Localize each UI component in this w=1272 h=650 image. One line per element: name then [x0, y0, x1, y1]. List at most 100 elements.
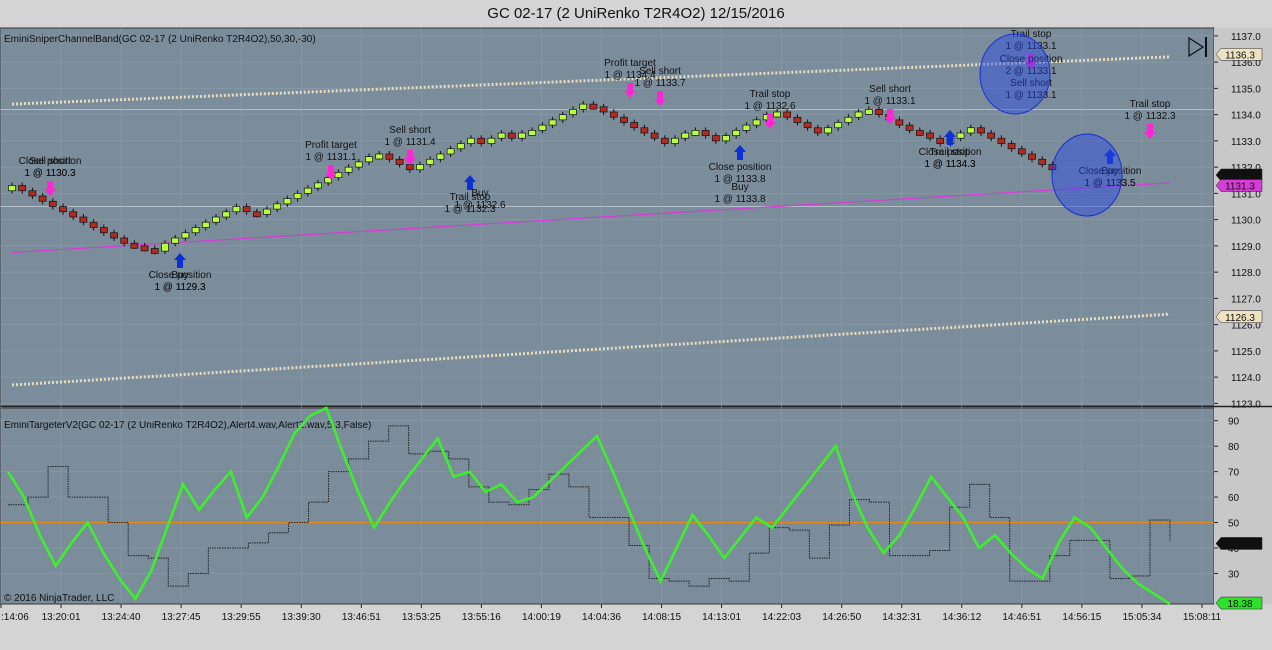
renko-bar [1007, 143, 1016, 150]
signal-value: 1 @ 1133.1 [864, 96, 916, 107]
price-tick-label: 1131.0 [1231, 189, 1261, 200]
upper-band-badge-text: 1136.3 [1225, 50, 1255, 61]
renko-bar [977, 127, 985, 134]
time-tick-label: 15:08:11 [1183, 612, 1222, 623]
play-pause-icon[interactable] [1188, 36, 1207, 58]
signal-value: 1 @ 1134.3 [924, 159, 976, 170]
renko-bar [936, 137, 945, 144]
last-price-badge-text: 1131.7 [1225, 171, 1255, 182]
signal-value: 1 @ 1133.5 [1084, 178, 1136, 189]
signal-value: 1 @ 1133.8 [714, 194, 766, 205]
renko-bar [232, 206, 241, 213]
renko-bar [48, 200, 57, 207]
osc-tick-label: 30 [1228, 569, 1240, 580]
signal-label: Buy [171, 270, 188, 281]
signal-label: Trail stop [1130, 99, 1171, 110]
time-tick-label: 15:05:34 [1122, 612, 1161, 623]
renko-bar [579, 103, 588, 110]
time-tick-label: 13:53:25 [402, 612, 441, 623]
signal-label: Sell short [1010, 78, 1052, 89]
osc-slow-badge-shape [1215, 537, 1263, 550]
renko-bar [344, 166, 353, 173]
lower-band-badge-shape [1215, 310, 1263, 323]
signal-label: Trail stop [930, 147, 971, 158]
renko-bar [314, 182, 322, 189]
signal-label: Profit target [305, 140, 357, 151]
renko-bar [997, 137, 1006, 144]
buy-arrow-icon [944, 130, 956, 145]
renko-bar [773, 111, 781, 118]
signal-label: Buy [1101, 166, 1118, 177]
renko-bar [416, 164, 424, 171]
marker-ellipse-icon [1051, 133, 1123, 217]
renko-bar [365, 156, 373, 163]
signal-value: 1 @ 1133.8 [714, 174, 766, 185]
midline-badge: 1131.3 [1215, 179, 1263, 193]
renko-bar [212, 216, 220, 223]
upper-indicator-label: EminiSniperChannelBand(GC 02-17 (2 UniRe… [4, 34, 316, 45]
osc-slow-badge-text: 41.79 [1227, 539, 1252, 550]
price-tick-label: 1129.0 [1231, 242, 1261, 253]
renko-bar [375, 153, 384, 160]
time-tick-label: 13:27:45 [162, 612, 201, 623]
renko-bar [1017, 148, 1026, 155]
renko-bar [181, 232, 190, 239]
renko-bar [813, 127, 822, 134]
price-tick-label: 1133.0 [1231, 137, 1261, 148]
renko-bar [803, 122, 812, 129]
price-tick-label: 1136.0 [1231, 58, 1261, 69]
renko-bar [1038, 158, 1047, 165]
midline-badge-text: 1131.3 [1225, 182, 1255, 193]
signal-label: Trail stop [750, 89, 791, 100]
last-price-badge-shape [1215, 168, 1263, 182]
signal-value: 1 @ 1132.6 [454, 200, 506, 211]
renko-bar [722, 135, 730, 142]
signal-label: Close position [709, 162, 772, 173]
time-tick-label: 14:04:36 [582, 612, 621, 623]
buy-arrow-icon [174, 253, 186, 268]
signal-label: Close position [19, 156, 82, 167]
renko-bar [824, 127, 832, 134]
lower-band-badge-text: 1126.3 [1225, 313, 1255, 324]
renko-bar [222, 211, 231, 218]
sell-arrow-icon [404, 150, 416, 165]
renko-bar [671, 137, 679, 144]
renko-bar [783, 111, 792, 118]
sell-arrow-icon [44, 181, 56, 196]
buy-arrow-icon [734, 145, 746, 160]
renko-bar [752, 119, 761, 126]
time-tick-label: 13:29:55 [222, 612, 261, 623]
signal-label: Profit target [604, 58, 656, 69]
signal-label: Sell short [29, 156, 71, 167]
time-tick-label: 13:55:16 [462, 612, 501, 623]
price-tick-label: 1125.0 [1231, 347, 1261, 358]
time-tick-label: 14:56:15 [1062, 612, 1101, 623]
renko-bar [569, 109, 577, 115]
renko-bar [701, 130, 710, 136]
osc-tick-label: 80 [1228, 442, 1240, 453]
renko-bar [650, 132, 659, 139]
renko-bar [844, 116, 853, 123]
signal-value: 1 @ 1133.7 [634, 78, 686, 89]
price-tick-label: 1124.0 [1231, 373, 1261, 384]
renko-bar [38, 195, 47, 202]
renko-bar [497, 132, 506, 139]
osc-tick-label: 60 [1228, 493, 1240, 504]
renko-bar [609, 111, 618, 118]
renko-bar [161, 242, 169, 252]
renko-bar [620, 116, 628, 123]
osc-fast-line [6, 406, 1171, 606]
renko-bar [640, 127, 649, 134]
upper-channel-band [11, 55, 1171, 106]
renko-bar [28, 190, 37, 197]
renko-bar [18, 185, 27, 192]
renko-bar [130, 242, 139, 249]
renko-bar [864, 109, 873, 115]
price-tick-label: 1135.0 [1231, 84, 1261, 95]
signal-value: 1 @ 1129.3 [154, 282, 206, 293]
renko-bar [905, 124, 914, 131]
renko-bar [926, 132, 934, 139]
renko-bar [875, 109, 883, 115]
